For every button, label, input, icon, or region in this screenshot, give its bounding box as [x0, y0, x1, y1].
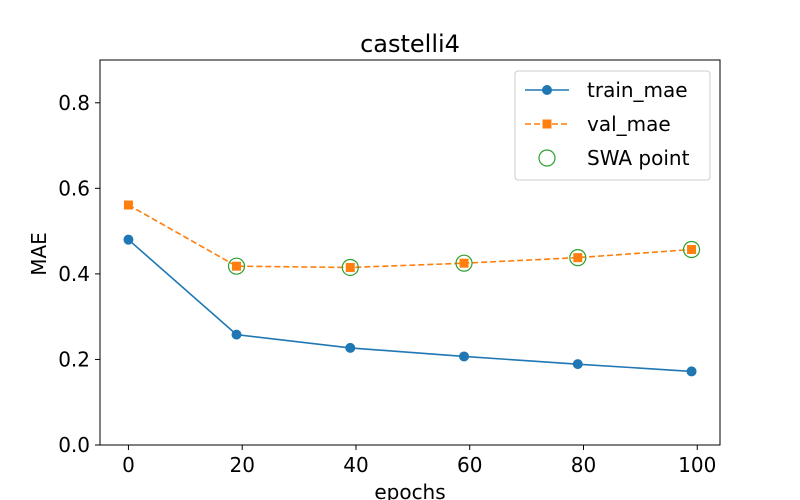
data-point [455, 254, 473, 272]
data-point [459, 351, 470, 362]
series-line [127, 239, 692, 373]
data-point [682, 240, 701, 259]
data-point [569, 249, 587, 267]
data-point [123, 234, 134, 245]
legend: train_mae val_mae SWA point [514, 70, 711, 181]
data-point [345, 342, 356, 353]
data-point [231, 329, 242, 340]
data-point [459, 258, 469, 268]
data-point [123, 200, 133, 210]
y-tick-label: 0.8 [58, 91, 90, 115]
legend-item: val_mae [525, 112, 671, 136]
data-point [686, 366, 697, 377]
legend-marker [538, 149, 556, 167]
data-point [232, 261, 242, 271]
legend-marker [542, 119, 552, 129]
legend-label: train_mae [587, 78, 688, 102]
legend-label: val_mae [587, 112, 671, 136]
legend-frame [514, 70, 711, 181]
series-val_mae [123, 200, 697, 272]
y-axis: 0.0 0.2 0.4 0.6 0.8 [58, 91, 100, 457]
y-tick-label: 0.6 [58, 176, 90, 200]
legend-item: train_mae [525, 78, 688, 102]
x-axis: 0 20 40 60 80 100 [122, 445, 716, 477]
x-tick-label: 0 [122, 453, 135, 477]
legend-marker [542, 85, 552, 95]
x-axis-title: epochs [374, 480, 445, 500]
chart-title: castelli4 [360, 30, 460, 58]
y-tick-label: 0.2 [58, 347, 90, 371]
y-tick-label: 0.4 [58, 262, 90, 286]
x-tick-label: 80 [571, 453, 596, 477]
y-axis-title: MAE [27, 232, 51, 276]
y-tick-label: 0.0 [58, 433, 90, 457]
data-point [572, 359, 583, 370]
series-layer [123, 200, 701, 377]
x-tick-label: 40 [343, 453, 368, 477]
plot-frame [99, 59, 721, 446]
legend-label: SWA point [587, 146, 690, 170]
x-tick-label: 100 [678, 453, 716, 477]
x-tick-label: 60 [457, 453, 482, 477]
series-SWA point [227, 240, 701, 277]
x-tick-label: 20 [229, 453, 254, 477]
plot-area [99, 59, 721, 446]
series-train_mae [123, 234, 697, 377]
data-point [341, 258, 359, 277]
data-point [345, 262, 355, 272]
data-point [227, 257, 246, 275]
series-line [128, 204, 692, 269]
data-point [573, 253, 583, 263]
legend-item: SWA point [538, 146, 690, 170]
data-point [687, 245, 697, 255]
